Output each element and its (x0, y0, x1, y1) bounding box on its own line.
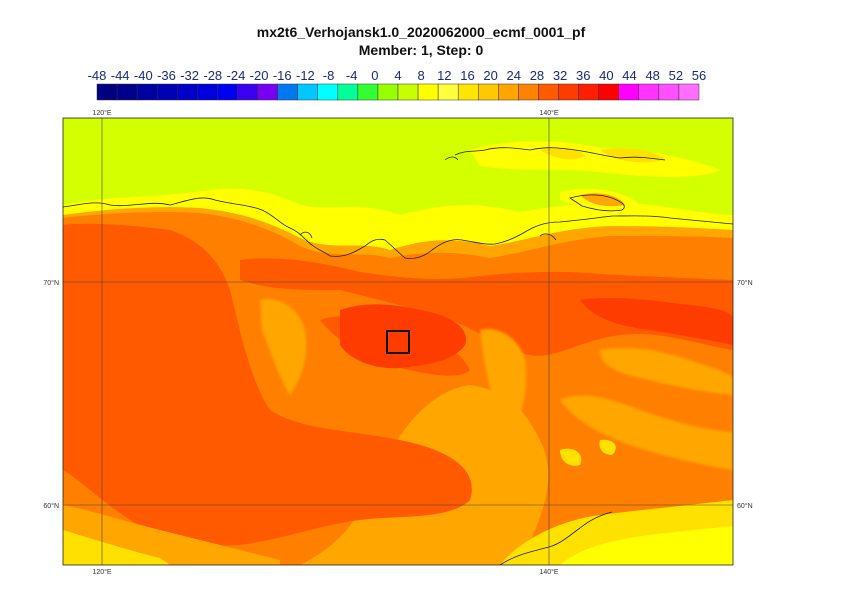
selected-point-box (386, 330, 410, 354)
colorbar: -48 -44 -40 -36 -32 -28 -24 -20 -16 -12 -8 -4 0 4 8 12 1… (88, 68, 707, 101)
colorbar-label: 20 (483, 68, 497, 83)
colorbar-label: 0 (371, 68, 378, 83)
colorbar-label: 16 (460, 68, 474, 83)
colorbar-label: 48 (645, 68, 659, 83)
field-yellow-patch (540, 147, 585, 160)
plot-subtitle: Member: 1, Step: 0 (358, 42, 484, 58)
field-red (240, 258, 733, 356)
colorbar-label: 52 (669, 68, 683, 83)
colorbar-label: -36 (157, 68, 176, 83)
field-yellow (560, 526, 733, 565)
colorbar-label: 28 (530, 68, 544, 83)
colorbar-label: -40 (134, 68, 153, 83)
colorbar-label: -12 (296, 68, 315, 83)
colorbar-label: 56 (692, 68, 706, 83)
lat-label-left-60: 60°N (43, 502, 59, 510)
axis-labels: 120°E 140°E 120°E 140°E 70°N 60°N 70°N 6… (43, 109, 752, 576)
coastline (63, 147, 733, 565)
lat-label-left-70: 70°N (43, 279, 59, 287)
colorbar-box (678, 83, 700, 101)
field-yellow-spot (599, 439, 616, 455)
lat-label-right-60: 60°N (737, 502, 753, 510)
field-orange-patch (580, 193, 625, 207)
colorbar-label: 24 (507, 68, 521, 83)
field-yellow-spot (560, 448, 582, 466)
graticule (63, 118, 733, 565)
field-orange-streak (600, 348, 733, 395)
map-frame (62, 117, 734, 566)
colorbar-label: -4 (346, 68, 358, 83)
colorbar-label: -28 (203, 68, 222, 83)
field-yellow (63, 530, 170, 565)
field-red (63, 223, 472, 546)
colorbar-label: 36 (576, 68, 590, 83)
field-deepred (580, 297, 733, 345)
plot-title: mx2t6_Verhojansk1.0_2020062000_ecmf_0001… (256, 24, 586, 40)
colorbar-label: 4 (394, 68, 401, 83)
colorbar-label: 8 (418, 68, 425, 83)
colorbar-label: -44 (111, 68, 130, 83)
lat-label-right-70: 70°N (737, 279, 753, 287)
colorbar-labels: -48 -44 -40 -36 -32 -28 -24 -20 -16 -12 -8 -4 0 4 8 12 1… (88, 68, 707, 83)
colorbar-label: -24 (227, 68, 246, 83)
field-yellow-patch (600, 148, 665, 163)
colorbar-label: -20 (250, 68, 269, 83)
colorbar-label: 32 (553, 68, 567, 83)
lon-label-bottom-140: 140°E (539, 568, 558, 576)
colorbar-label: -48 (88, 68, 107, 83)
colorbar-label: 40 (599, 68, 613, 83)
colorbar-boxes (96, 83, 700, 101)
lon-label-top-120: 120°E (92, 109, 111, 117)
field-orange-streak (560, 395, 733, 470)
colorbar-label: 44 (622, 68, 636, 83)
field-orange-streak (480, 329, 527, 440)
lon-label-bottom-120: 120°E (92, 568, 111, 576)
colorbar-label: 12 (437, 68, 451, 83)
field-deepred (340, 304, 466, 369)
field-yellow-patch (470, 141, 720, 177)
colorbar-label: -32 (180, 68, 199, 83)
colorbar-label: -16 (273, 68, 292, 83)
colorbar-label: -8 (323, 68, 335, 83)
field-orange-streak (260, 299, 307, 395)
map-field (63, 118, 733, 565)
lon-label-top-140: 140°E (539, 109, 558, 117)
